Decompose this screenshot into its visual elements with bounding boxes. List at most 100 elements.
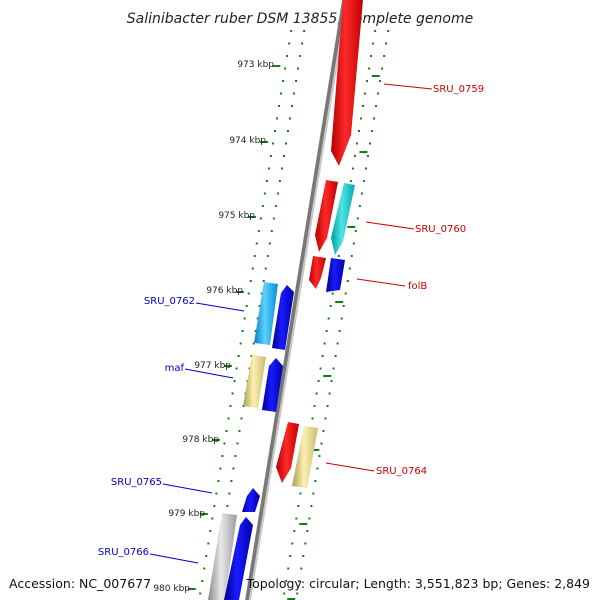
gene-label-sru-0762[interactable]: SRU_0762	[144, 296, 195, 307]
gene-arrow-maf-b[interactable]	[262, 358, 283, 412]
gene-arrow-sru-0762[interactable]	[254, 282, 278, 345]
guide-dot	[349, 180, 352, 182]
guide-dot	[381, 67, 384, 70]
guide-dot	[320, 442, 323, 445]
guide-dot	[354, 230, 357, 232]
guide-dot	[387, 30, 390, 32]
guide-dot	[221, 455, 224, 457]
guide-dot	[258, 305, 261, 307]
gene-arrow-sru-0764a[interactable]	[276, 422, 299, 483]
gene-label-sru-0764[interactable]: SRU_0764	[376, 466, 427, 477]
gene-label-sru-0759[interactable]: SRU_0759	[433, 84, 484, 95]
guide-dot	[282, 80, 285, 82]
guide-dot	[270, 230, 273, 232]
guide-dot	[328, 392, 331, 395]
guide-dot	[251, 267, 254, 270]
connector-folb	[356, 278, 406, 287]
guide-dot	[274, 205, 277, 207]
gene-arrow-maf[interactable]	[243, 355, 266, 408]
guide-dot	[215, 492, 218, 495]
guide-dot	[306, 530, 309, 532]
guide-dot	[302, 555, 305, 557]
guide-dot	[234, 455, 237, 457]
guide-dot	[286, 55, 289, 57]
track-guides	[199, 30, 390, 595]
guide-dot	[316, 467, 319, 470]
guide-dot	[385, 42, 388, 45]
gene-arrow-sru-0760b[interactable]	[331, 183, 355, 255]
guide-dot	[337, 255, 340, 257]
guide-dot	[280, 92, 283, 95]
guide-dot	[325, 330, 328, 332]
guide-dot	[219, 467, 222, 470]
guide-dot	[250, 355, 253, 357]
accession-text: Accession: NC_007677	[9, 576, 152, 591]
guide-dot	[291, 542, 294, 545]
guide-dot	[201, 580, 204, 582]
gene-arrow-sru-0760a[interactable]	[315, 180, 338, 252]
guide-dot	[319, 367, 322, 370]
gene-arrow-sru-0766-pseudo[interactable]	[208, 513, 237, 600]
connector-sru-0764	[325, 462, 375, 472]
gene-label-maf[interactable]: maf	[165, 363, 185, 374]
guide-dot	[253, 255, 256, 257]
guide-dot	[297, 505, 300, 507]
guide-dot	[353, 155, 356, 157]
guide-dot	[278, 105, 281, 107]
guide-dot	[375, 105, 378, 107]
guide-dot	[329, 305, 332, 307]
gene-arrow-sru-0766[interactable]	[224, 517, 253, 600]
guide-dot	[226, 505, 229, 507]
guide-dot	[295, 517, 298, 520]
guide-dot	[315, 392, 318, 395]
guide-dot	[297, 67, 300, 70]
guide-dot	[265, 180, 268, 182]
gene-label-sru-0765[interactable]: SRU_0765	[111, 477, 162, 488]
guide-dot	[336, 342, 339, 345]
guide-dot	[323, 342, 326, 345]
gene-label-sru-0766[interactable]: SRU_0766	[98, 547, 149, 558]
gene-arrow-sru-0762b[interactable]	[272, 285, 294, 350]
guide-dot	[368, 142, 371, 145]
gene-label-sru-0760[interactable]: SRU_0760	[415, 224, 466, 235]
guide-dot	[238, 430, 241, 432]
connector-sru-0766	[149, 553, 199, 564]
guide-dot	[243, 317, 246, 320]
guide-dot	[288, 42, 291, 45]
gene-arrow-sru-0759[interactable]	[331, 0, 363, 166]
gene-arrow-folb[interactable]	[326, 258, 345, 292]
guide-dot	[318, 455, 321, 457]
guide-dot	[314, 480, 317, 482]
guide-dot	[342, 305, 345, 307]
guide-dot	[366, 80, 369, 82]
guide-dot	[239, 342, 242, 345]
guide-dot	[311, 417, 314, 420]
guide-dot	[262, 280, 265, 282]
guide-dot	[348, 267, 351, 270]
gene-arrow-sru-0765[interactable]	[242, 488, 260, 512]
guide-dot	[252, 342, 255, 345]
guide-dot	[203, 567, 206, 570]
guide-dot	[357, 130, 360, 132]
guide-dot	[287, 567, 290, 570]
guide-dot	[266, 255, 269, 257]
guide-dot	[248, 367, 251, 370]
guide-dot	[240, 417, 243, 420]
guide-dot	[351, 167, 354, 170]
guide-dot	[301, 42, 304, 45]
genome-backbone	[245, 0, 346, 600]
guide-dot	[364, 92, 367, 95]
scale-label-979: 979 kbp	[168, 509, 205, 519]
guide-dot	[295, 80, 298, 82]
guide-dot	[356, 217, 359, 220]
guide-dot	[271, 142, 274, 145]
guide-dot	[273, 130, 276, 132]
guide-dot	[254, 330, 257, 332]
guide-dot	[280, 167, 283, 170]
guide-dot	[249, 280, 252, 282]
guide-dot	[237, 355, 240, 357]
gene-label-folb[interactable]: folB	[408, 281, 427, 292]
guide-dot	[312, 492, 315, 495]
gene-arrow-folb-a[interactable]	[309, 256, 326, 289]
gene-arrow-sru-0764[interactable]	[292, 426, 318, 488]
